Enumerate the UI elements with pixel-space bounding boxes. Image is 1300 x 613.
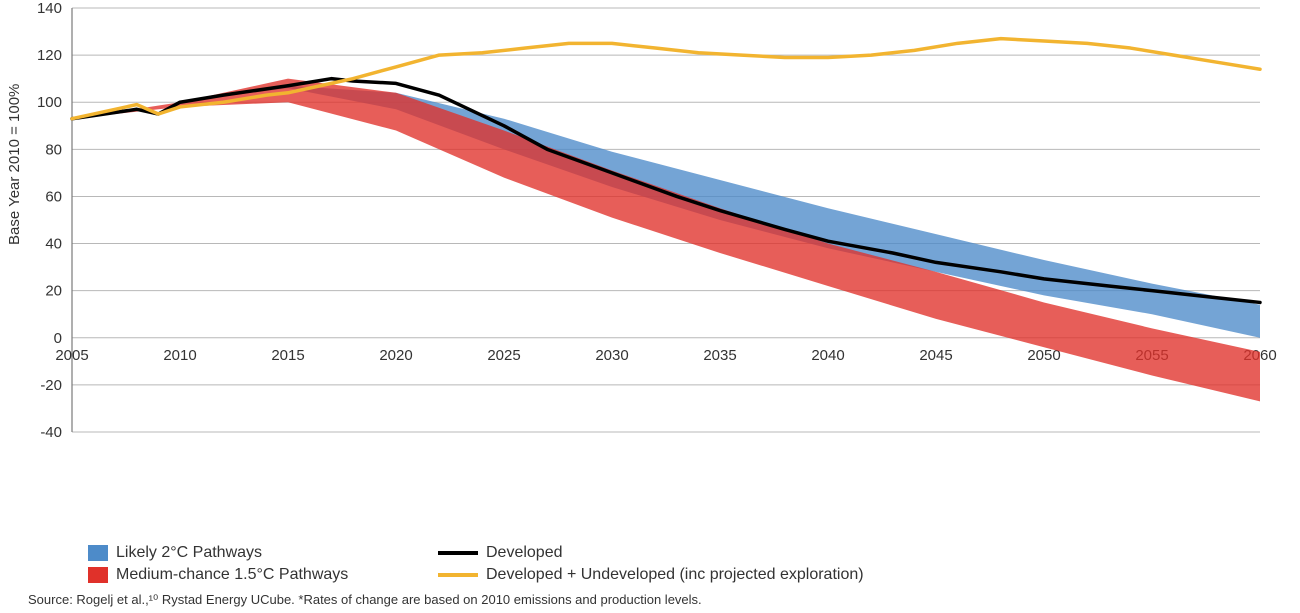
legend-item-medium-15c: Medium-chance 1.5°C Pathways bbox=[88, 564, 378, 586]
legend: Likely 2°C Pathways Developed Medium-cha… bbox=[88, 542, 938, 586]
swatch-likely-2c bbox=[88, 545, 108, 561]
x-tick-label: 2040 bbox=[811, 347, 844, 364]
legend-label: Medium-chance 1.5°C Pathways bbox=[116, 564, 348, 586]
x-tick-label: 2030 bbox=[595, 347, 628, 364]
legend-item-dev-undev: Developed + Undeveloped (inc projected e… bbox=[438, 564, 938, 586]
y-tick-label: 140 bbox=[37, 0, 62, 17]
source-text: Source: Rogelj et al.,¹⁰ Rystad Energy U… bbox=[28, 592, 702, 608]
y-tick-label: 80 bbox=[45, 141, 62, 158]
y-tick-label: 20 bbox=[45, 283, 62, 300]
band-medium_15c bbox=[72, 79, 1260, 402]
y-tick-label: -40 bbox=[40, 424, 62, 441]
chart-svg: -40-200204060801001201402005201020152020… bbox=[0, 0, 1300, 540]
x-tick-label: 2020 bbox=[379, 347, 412, 364]
swatch-dev-undev bbox=[438, 573, 478, 577]
x-tick-label: 2025 bbox=[487, 347, 520, 364]
chart-container: Base Year 2010 = 100% -40-20020406080100… bbox=[0, 0, 1300, 613]
x-tick-label: 2010 bbox=[163, 347, 196, 364]
legend-item-likely-2c: Likely 2°C Pathways bbox=[88, 542, 378, 564]
y-axis-title: Base Year 2010 = 100% bbox=[6, 84, 23, 245]
line-dev_undeveloped bbox=[72, 39, 1260, 119]
y-tick-label: 60 bbox=[45, 188, 62, 205]
legend-label: Likely 2°C Pathways bbox=[116, 542, 262, 564]
y-tick-label: 40 bbox=[45, 236, 62, 253]
legend-item-developed: Developed bbox=[438, 542, 728, 564]
x-tick-label: 2005 bbox=[55, 347, 88, 364]
y-tick-label: -20 bbox=[40, 377, 62, 394]
y-tick-label: 0 bbox=[54, 330, 62, 347]
legend-label: Developed + Undeveloped (inc projected e… bbox=[486, 564, 864, 586]
swatch-developed bbox=[438, 551, 478, 555]
y-tick-label: 120 bbox=[37, 47, 62, 64]
x-tick-label: 2015 bbox=[271, 347, 304, 364]
y-tick-label: 100 bbox=[37, 94, 62, 111]
legend-label: Developed bbox=[486, 542, 563, 564]
x-tick-label: 2035 bbox=[703, 347, 736, 364]
swatch-medium-15c bbox=[88, 567, 108, 583]
x-tick-label: 2045 bbox=[919, 347, 952, 364]
